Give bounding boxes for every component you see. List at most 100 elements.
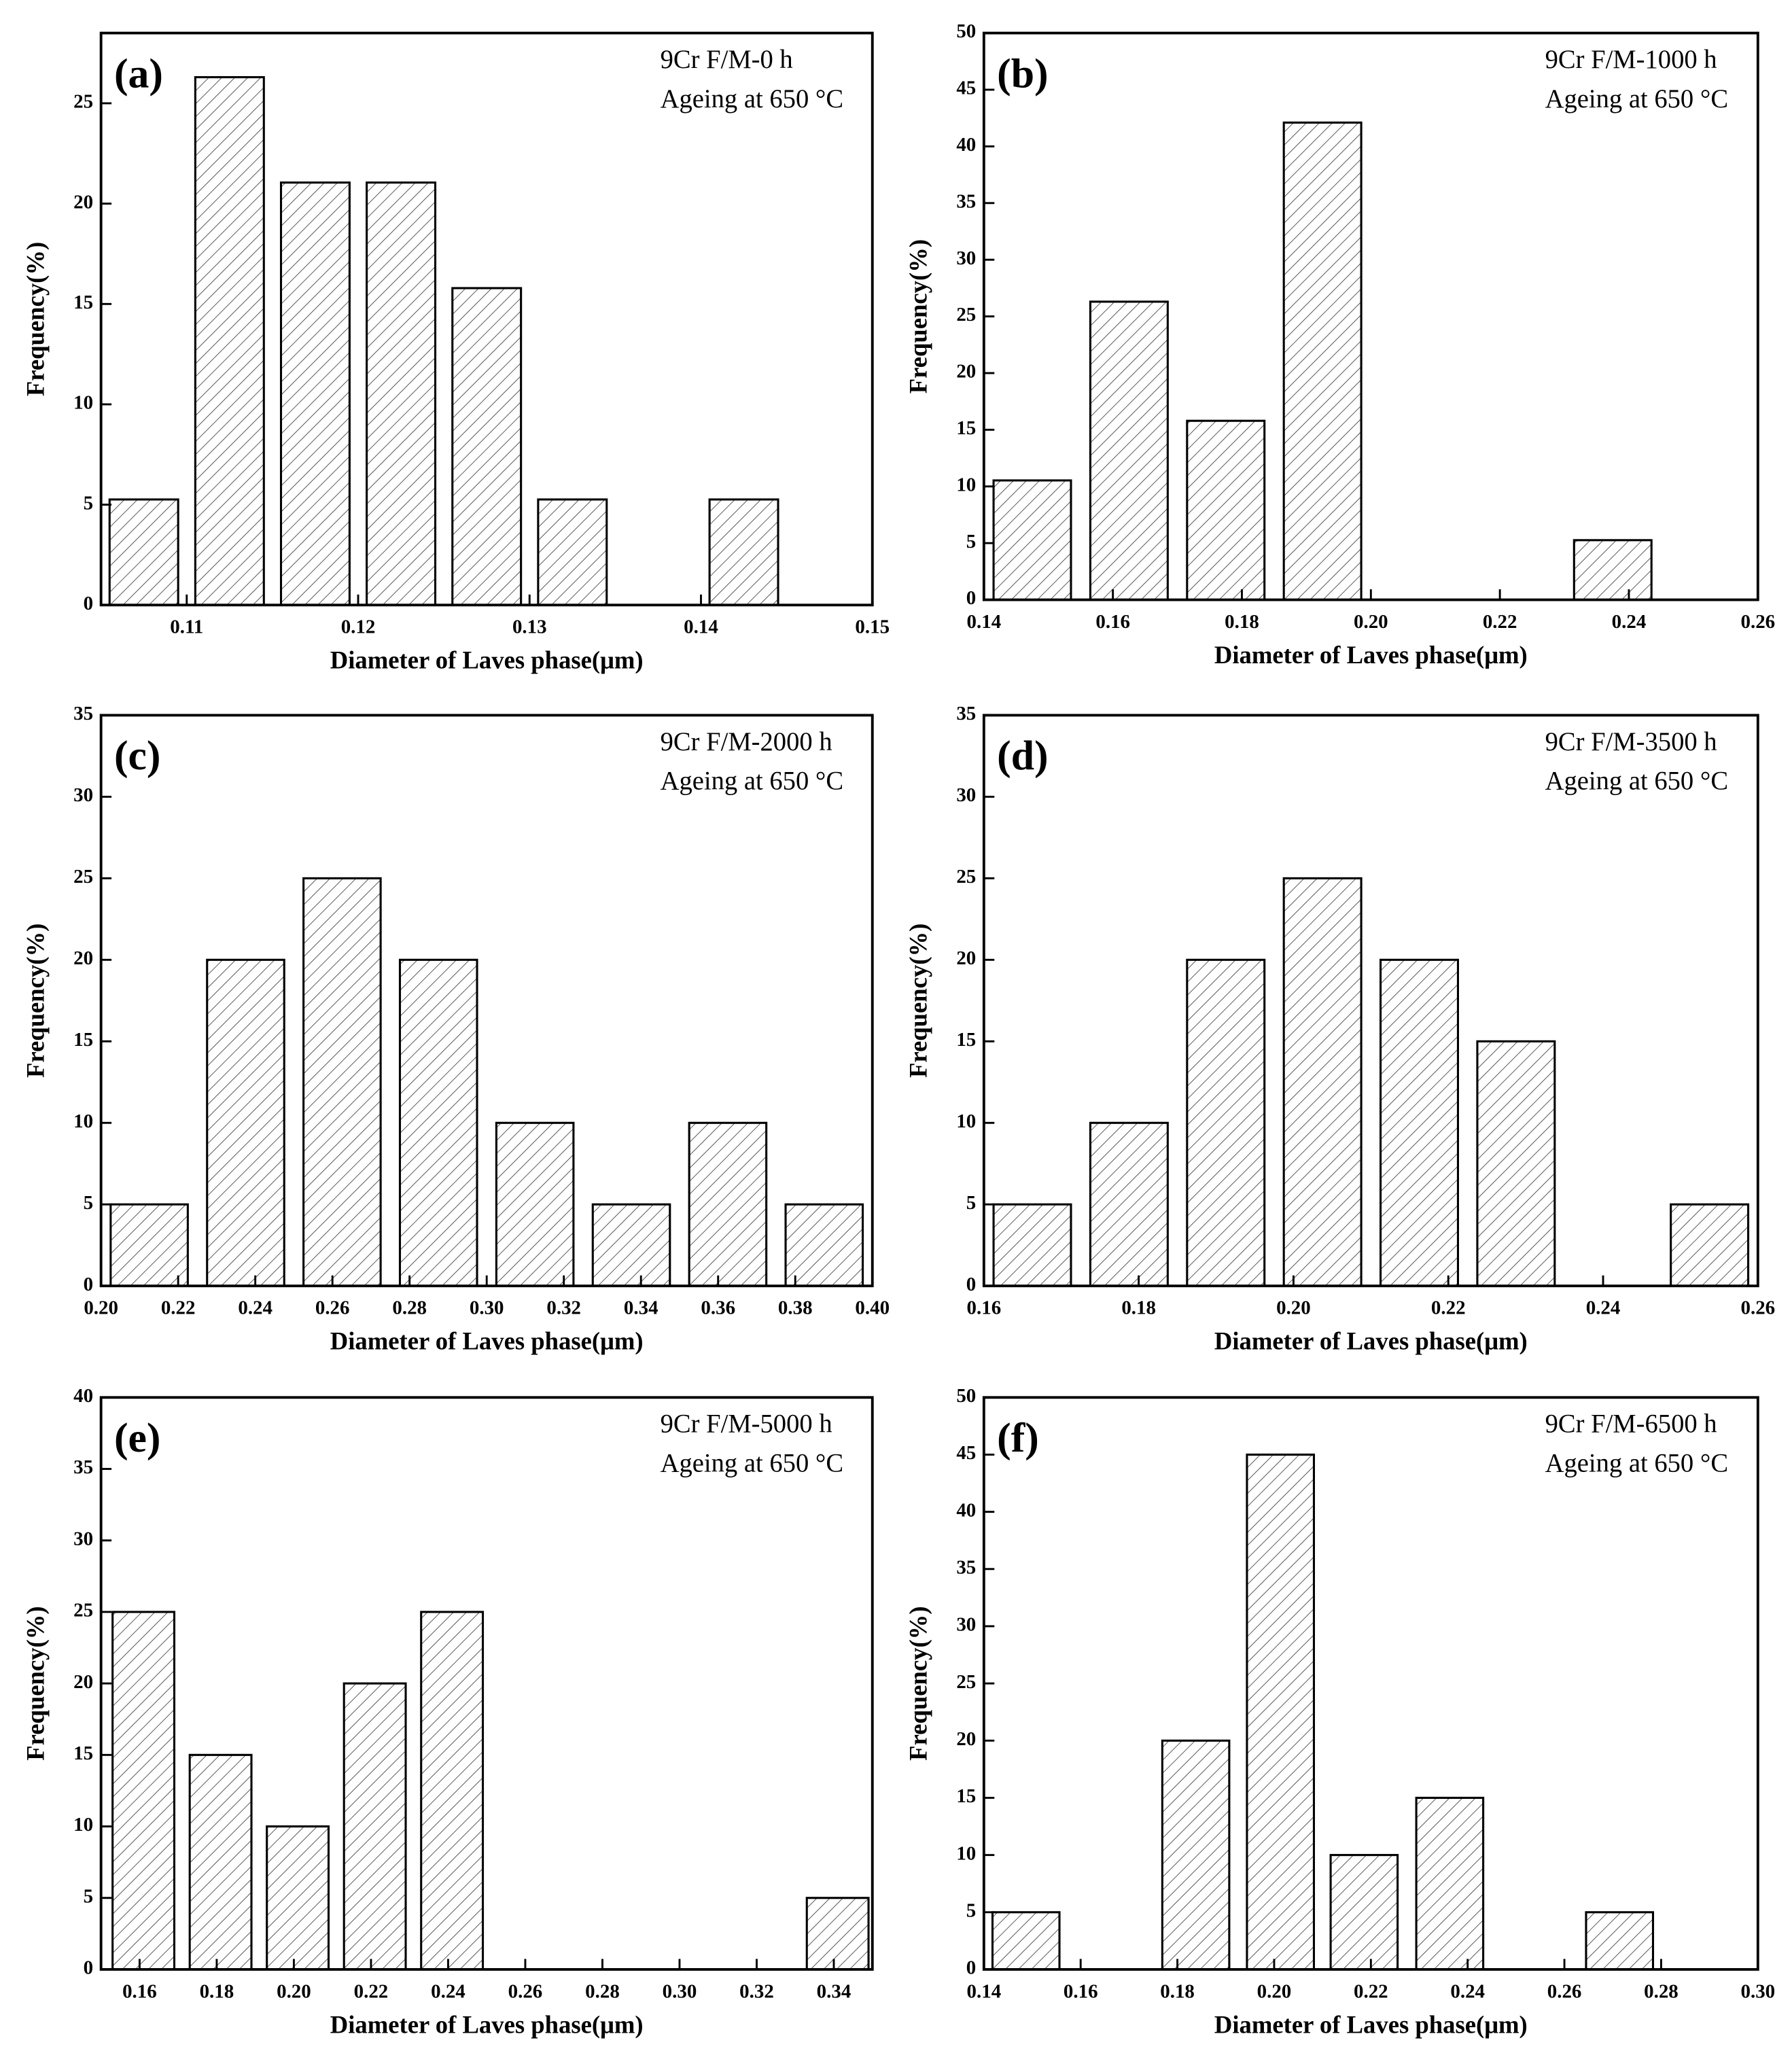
- y-tick-label: 10: [73, 392, 93, 414]
- y-tick-label: 30: [956, 784, 976, 806]
- annotation: Ageing at 650 °C: [661, 767, 843, 796]
- bar: [495, 1121, 575, 1287]
- x-tick-label: 0.24: [1612, 611, 1647, 633]
- y-tick-label: 10: [956, 1842, 976, 1864]
- y-tick-label: 15: [956, 1029, 976, 1051]
- bar: [992, 479, 1072, 601]
- x-tick-label: 0.13: [512, 616, 547, 638]
- x-tick-label: 0.26: [1740, 1297, 1775, 1319]
- bar: [1089, 1121, 1169, 1287]
- x-tick-label: 0.28: [392, 1297, 427, 1319]
- bar: [1415, 1796, 1485, 1971]
- bar: [111, 1611, 176, 1971]
- annotation: 9Cr F/M-5000 h: [661, 1410, 832, 1439]
- x-tick-label: 0.26: [315, 1297, 350, 1319]
- y-tick-label: 5: [84, 492, 93, 514]
- y-tick-label: 5: [84, 1885, 93, 1907]
- chart-panel: 0 5 10 15 20 25 0.11 0.12 0.13 0.14 0.15 Diameter o…: [21, 31, 890, 674]
- y-tick-label: 30: [73, 784, 93, 806]
- y-tick-label: 10: [956, 1110, 976, 1132]
- chart-panel: 0 5 10 15 20 25 30 35 0.16 0.18 0.20 0.22 0.24 0.26 Di…: [904, 703, 1776, 1354]
- x-tick-label: 0.12: [341, 616, 376, 638]
- bar: [1380, 958, 1460, 1287]
- bar: [420, 1611, 485, 1971]
- y-tick-label: 35: [73, 703, 93, 724]
- y-tick-label: 15: [73, 1029, 93, 1051]
- y-axis-title: Frequency(%): [904, 1606, 932, 1760]
- y-tick-label: 25: [73, 866, 93, 888]
- x-tick-label: 0.24: [1586, 1297, 1621, 1319]
- y-tick-label: 40: [73, 1385, 93, 1407]
- bar: [1329, 1854, 1399, 1971]
- x-tick-label: 0.14: [967, 611, 1002, 633]
- x-tick-label: 0.32: [546, 1297, 581, 1319]
- x-tick-label: 0.24: [431, 1980, 465, 2002]
- y-tick-label: 15: [73, 292, 93, 313]
- bar: [266, 1825, 330, 1971]
- y-tick-label: 5: [966, 1899, 976, 1921]
- x-tick-label: 0.20: [1354, 611, 1388, 633]
- x-tick-label: 0.30: [663, 1980, 697, 2002]
- panel-label: (e): [114, 1415, 161, 1461]
- x-tick-label: 0.26: [1740, 611, 1775, 633]
- y-tick-label: 35: [956, 190, 976, 212]
- bar: [1573, 539, 1653, 601]
- bar: [1282, 877, 1363, 1287]
- chart-panel: 0 5 10 15 20 25 30 35 40 45 50 0.14 0.16 0.18 0.20 0.22…: [904, 1385, 1776, 2038]
- y-tick-label: 0: [84, 1957, 93, 1979]
- y-tick-label: 40: [956, 1499, 976, 1521]
- x-tick-label: 0.20: [84, 1297, 118, 1319]
- panel-label: (d): [997, 733, 1049, 779]
- bar: [591, 1203, 671, 1287]
- y-tick-label: 5: [966, 1192, 976, 1214]
- x-axis-title: Diameter of Laves phase(μm): [330, 2010, 644, 2038]
- y-tick-label: 0: [966, 587, 976, 609]
- x-tick-label: 0.34: [817, 1980, 851, 2002]
- y-axis-title: Frequency(%): [21, 924, 49, 1078]
- y-tick-label: 50: [956, 1385, 976, 1407]
- y-axis-title: Frequency(%): [21, 1606, 49, 1760]
- x-tick-label: 0.20: [277, 1980, 311, 2002]
- x-tick-label: 0.11: [170, 616, 203, 638]
- x-tick-label: 0.22: [1431, 1297, 1466, 1319]
- y-tick-label: 20: [956, 1728, 976, 1750]
- y-tick-label: 25: [956, 1671, 976, 1693]
- annotation: 9Cr F/M-1000 h: [1545, 46, 1717, 74]
- x-tick-label: 0.30: [1740, 1980, 1775, 2002]
- y-tick-label: 30: [956, 247, 976, 269]
- x-axis-title: Diameter of Laves phase(μm): [1214, 1327, 1528, 1355]
- bar: [451, 287, 523, 606]
- y-tick-label: 10: [956, 474, 976, 495]
- x-tick-label: 0.34: [624, 1297, 658, 1319]
- x-tick-label: 0.14: [684, 616, 718, 638]
- x-tick-label: 0.22: [161, 1297, 196, 1319]
- bar: [398, 958, 478, 1287]
- y-tick-label: 20: [956, 947, 976, 969]
- y-tick-label: 5: [966, 531, 976, 553]
- x-tick-label: 0.28: [585, 1980, 620, 2002]
- y-tick-label: 30: [956, 1614, 976, 1636]
- panel-label: (a): [114, 50, 163, 97]
- y-tick-label: 35: [73, 1456, 93, 1478]
- chart-panel: 0 5 10 15 20 25 30 35 40 45 50 0.14 0.16 0.18 0.20 0.22…: [904, 20, 1776, 669]
- x-tick-label: 0.40: [855, 1297, 890, 1319]
- bar: [206, 958, 285, 1287]
- bar: [688, 1121, 768, 1287]
- chart-panel: 0 5 10 15 20 25 30 35 0.20 0.22 0.24 0.26 0.28 0.30 0.…: [21, 703, 890, 1354]
- y-axis-title: Frequency(%): [21, 242, 49, 396]
- bar: [1476, 1040, 1556, 1287]
- x-tick-label: 0.26: [1547, 1980, 1582, 2002]
- annotation: 9Cr F/M-6500 h: [1545, 1410, 1717, 1439]
- y-tick-label: 25: [956, 304, 976, 326]
- y-tick-label: 35: [956, 703, 976, 724]
- x-tick-label: 0.16: [1095, 611, 1130, 633]
- y-tick-label: 15: [956, 417, 976, 439]
- x-axis-title: Diameter of Laves phase(μm): [1214, 2010, 1528, 2038]
- bar: [1585, 1911, 1655, 1971]
- chart-panel: 0 5 10 15 20 25 30 35 40 0.16 0.18 0.20 0.22 0.24 0.26…: [21, 1385, 874, 2038]
- bar: [784, 1203, 864, 1287]
- bar: [1186, 419, 1266, 601]
- annotation: Ageing at 650 °C: [1545, 767, 1728, 796]
- plot-frame: [99, 31, 874, 607]
